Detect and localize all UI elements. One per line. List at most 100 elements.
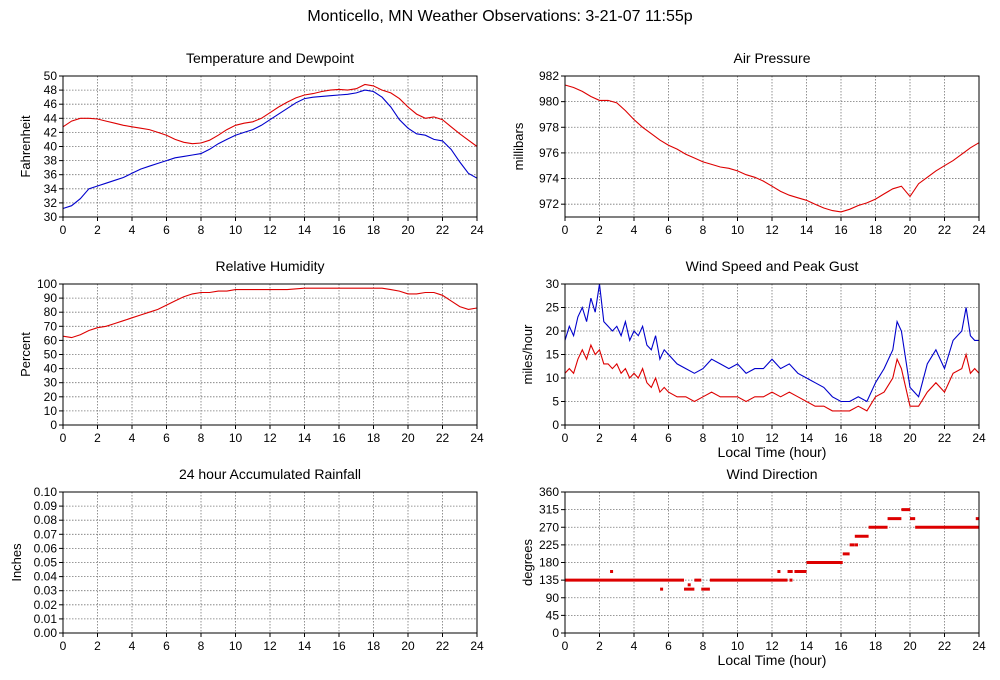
humidity-xtick-label: 6 [163, 431, 170, 445]
wind-xtick-label: 0 [562, 431, 569, 445]
pressure-title: Air Pressure [733, 50, 810, 66]
wind-xtick-label: 2 [596, 431, 603, 445]
direction-point [789, 578, 793, 582]
temp-xtick-label: 18 [367, 223, 381, 237]
temp-ytick-label: 32 [44, 196, 58, 210]
rain-xtick-label: 6 [163, 639, 170, 653]
humidity-xtick-label: 24 [470, 431, 484, 445]
direction-xtick-label: 10 [731, 639, 745, 653]
pressure-xtick-label: 6 [665, 223, 672, 237]
direction-point [975, 517, 979, 521]
direction-point [610, 570, 614, 574]
humidity-xtick-label: 14 [298, 431, 312, 445]
temp-xtick-label: 4 [129, 223, 136, 237]
direction-xtick-label: 20 [903, 639, 917, 653]
wind-series-red [564, 343, 980, 412]
temp-ytick-label: 34 [44, 182, 58, 196]
pressure-xtick-label: 12 [765, 223, 779, 237]
wind-series-blue [564, 283, 979, 403]
wind-ytick-label: 25 [546, 301, 560, 315]
pressure-ytick-label: 972 [539, 197, 559, 211]
rain-ytick-label: 0.08 [34, 513, 58, 527]
humidity-title: Relative Humidity [216, 258, 325, 274]
rain-xtick-label: 16 [332, 639, 346, 653]
pressure-ytick-label: 978 [539, 120, 559, 134]
temp-series-blue [62, 89, 478, 210]
direction-xtick-label: 12 [765, 639, 779, 653]
pressure-xtick-label: 2 [596, 223, 603, 237]
direction-xtick-label: 2 [596, 639, 603, 653]
wind-ytick-label: 20 [546, 324, 560, 338]
temp-ytick-label: 42 [44, 125, 58, 139]
direction-ytick-label: 135 [539, 573, 559, 587]
humidity-ytick-label: 60 [44, 333, 58, 347]
pressure-xtick-label: 8 [700, 223, 707, 237]
wind-ytick-label: 5 [552, 395, 559, 409]
direction-xlabel: Local Time (hour) [718, 652, 827, 668]
rain-xtick-label: 10 [229, 639, 243, 653]
wind-xtick-label: 22 [938, 431, 952, 445]
humidity-ytick-label: 10 [44, 404, 58, 418]
direction-ytick-label: 225 [539, 538, 559, 552]
humidity-ytick-label: 0 [50, 418, 57, 432]
wind-xtick-label: 4 [631, 431, 638, 445]
temp-ytick-label: 46 [44, 97, 58, 111]
wind-xtick-label: 10 [731, 431, 745, 445]
direction-xtick-label: 8 [700, 639, 707, 653]
temp-xtick-label: 2 [94, 223, 101, 237]
wind-xtick-label: 24 [972, 431, 986, 445]
humidity-ytick-label: 40 [44, 362, 58, 376]
direction-xtick-label: 16 [834, 639, 848, 653]
pressure-xtick-label: 14 [800, 223, 814, 237]
wind-xtick-label: 20 [903, 431, 917, 445]
direction-ytick-label: 315 [539, 503, 559, 517]
humidity-xtick-label: 8 [198, 431, 205, 445]
temp-xtick-label: 12 [263, 223, 277, 237]
humidity-xtick-label: 12 [263, 431, 277, 445]
rain-ytick-label: 0.07 [34, 527, 58, 541]
humidity-ytick-label: 30 [44, 376, 58, 390]
direction-ylabel: degrees [520, 539, 535, 586]
rain-ytick-label: 0.00 [34, 626, 58, 640]
temp-ytick-label: 36 [44, 168, 58, 182]
rain-xtick-label: 4 [129, 639, 136, 653]
rain-xtick-label: 2 [94, 639, 101, 653]
direction-xtick-label: 24 [972, 639, 986, 653]
humidity-series-red [62, 287, 478, 339]
direction-ytick-label: 90 [546, 591, 560, 605]
rain-ylabel: Inches [9, 543, 24, 582]
direction-xtick-label: 6 [665, 639, 672, 653]
humidity-xtick-label: 18 [367, 431, 381, 445]
rain-xtick-label: 0 [60, 639, 67, 653]
temp-ytick-label: 44 [44, 111, 58, 125]
wind-xtick-label: 16 [834, 431, 848, 445]
temp-xtick-label: 0 [60, 223, 67, 237]
wind-xtick-label: 18 [869, 431, 883, 445]
humidity-ytick-label: 100 [37, 277, 57, 291]
rain-ytick-label: 0.06 [34, 541, 58, 555]
humidity-xtick-label: 0 [60, 431, 67, 445]
pressure-xtick-label: 10 [731, 223, 745, 237]
direction-ytick-label: 360 [539, 485, 559, 499]
temp-ytick-label: 50 [44, 69, 58, 83]
direction-xtick-label: 18 [869, 639, 883, 653]
direction-point [660, 587, 664, 591]
temp-xtick-label: 6 [163, 223, 170, 237]
pressure-ylabel: millibars [511, 122, 526, 170]
wind-ytick-label: 15 [546, 348, 560, 362]
rain-title: 24 hour Accumulated Rainfall [179, 466, 361, 482]
wind-xtick-label: 8 [700, 431, 707, 445]
humidity-xtick-label: 2 [94, 431, 101, 445]
humidity-ytick-label: 80 [44, 305, 58, 319]
wind-ytick-label: 30 [546, 277, 560, 291]
rain-ytick-label: 0.03 [34, 584, 58, 598]
temp-ylabel: Fahrenheit [18, 115, 33, 178]
pressure-xtick-label: 0 [562, 223, 569, 237]
direction-ytick-label: 0 [552, 626, 559, 640]
rain-ytick-label: 0.10 [34, 485, 58, 499]
pressure-xtick-label: 22 [938, 223, 952, 237]
